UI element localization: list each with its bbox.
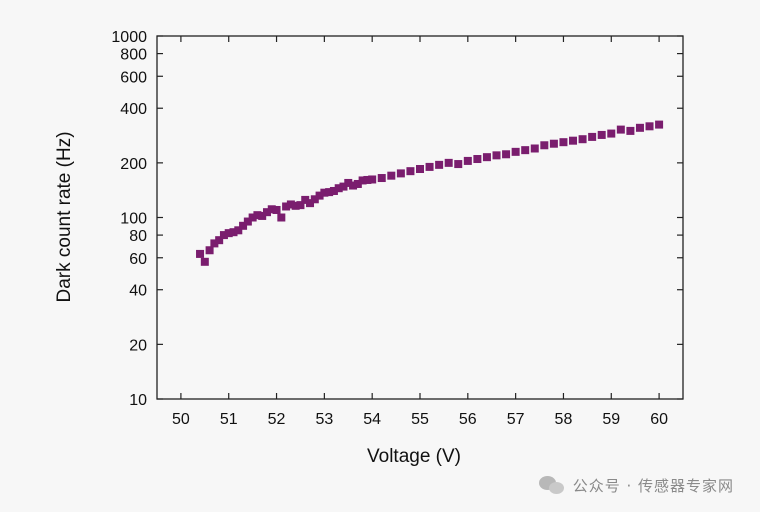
data-point <box>635 123 644 132</box>
data-point <box>607 129 616 138</box>
data-point <box>645 122 654 131</box>
y-tick-label: 800 <box>120 47 147 64</box>
x-tick-label: 58 <box>555 411 573 428</box>
x-tick-label: 54 <box>363 411 381 428</box>
data-point <box>349 181 358 190</box>
data-point <box>358 176 367 185</box>
data-point <box>406 167 415 176</box>
y-tick-label: 10 <box>129 392 147 409</box>
data-point <box>200 257 209 266</box>
wechat-logo-icon <box>538 475 565 496</box>
watermark: 公众号 · 传感器专家网 <box>538 475 734 496</box>
data-point <box>267 205 276 214</box>
data-point <box>219 231 228 240</box>
data-point <box>248 213 257 222</box>
x-tick-label: 57 <box>507 411 525 428</box>
data-point <box>253 211 262 220</box>
data-point <box>215 236 224 245</box>
x-tick-label: 50 <box>172 411 190 428</box>
y-axis-title: Dark count rate (Hz) <box>54 131 75 302</box>
data-point <box>569 136 578 145</box>
x-tick-label: 51 <box>220 411 238 428</box>
data-point <box>286 200 295 209</box>
data-point <box>315 191 324 200</box>
data-point <box>310 195 319 204</box>
data-point <box>243 217 252 226</box>
x-tick-label: 52 <box>268 411 286 428</box>
y-tick-label: 80 <box>129 228 147 245</box>
x-axis-title: Voltage (V) <box>367 446 461 467</box>
data-point <box>454 160 463 169</box>
data-point <box>492 151 501 160</box>
x-tick-label: 60 <box>650 411 668 428</box>
data-point <box>296 201 305 210</box>
data-point <box>196 249 205 258</box>
data-point <box>325 188 334 197</box>
data-point <box>597 130 606 139</box>
data-point <box>258 211 267 220</box>
x-axis: 50 51 52 53 54 55 56 57 58 59 60 <box>172 36 668 428</box>
x-tick-label: 56 <box>459 411 477 428</box>
data-point <box>540 141 549 150</box>
data-point <box>559 138 568 147</box>
data-point <box>435 160 444 169</box>
data-point <box>282 202 291 211</box>
data-point <box>416 165 424 174</box>
data-point <box>549 139 558 148</box>
data-point <box>588 132 597 141</box>
y-tick-label: 200 <box>120 156 147 173</box>
data-point <box>368 175 377 184</box>
data-point <box>306 199 315 208</box>
data-point <box>353 179 362 188</box>
data-point <box>291 201 300 210</box>
data-point <box>272 205 281 214</box>
data-point <box>234 226 243 235</box>
data-point <box>334 184 343 193</box>
data-point <box>205 246 214 255</box>
data-point <box>387 171 396 180</box>
data-point <box>239 221 248 230</box>
data-series <box>196 120 664 266</box>
data-point <box>329 186 338 195</box>
y-tick-label: 100 <box>120 211 147 228</box>
data-point <box>277 213 286 222</box>
data-point <box>301 195 310 204</box>
data-point <box>229 228 238 237</box>
data-point <box>344 178 353 187</box>
data-point <box>339 182 348 191</box>
y-tick-label: 40 <box>129 283 147 300</box>
data-point <box>521 146 530 155</box>
data-point <box>530 144 539 153</box>
data-point <box>578 135 587 144</box>
data-point <box>616 125 625 134</box>
data-point <box>363 175 372 184</box>
y-tick-label: 20 <box>129 337 147 354</box>
data-point <box>224 229 233 238</box>
data-point <box>463 156 472 165</box>
plot-frame <box>156 35 684 400</box>
y-tick-label: 60 <box>129 251 147 268</box>
data-point <box>377 174 386 183</box>
y-tick-label: 600 <box>120 69 147 86</box>
data-point <box>210 239 219 248</box>
y-tick-label: 400 <box>120 101 147 118</box>
data-point <box>473 155 482 164</box>
data-point <box>511 147 520 156</box>
data-point <box>502 150 511 159</box>
watermark-text: 公众号 · 传感器专家网 <box>572 477 734 495</box>
data-point <box>320 188 329 197</box>
x-tick-label: 59 <box>602 411 620 428</box>
data-point <box>425 162 434 171</box>
data-point <box>262 208 271 217</box>
data-point <box>626 126 635 135</box>
data-point <box>655 120 664 129</box>
data-point <box>482 153 491 162</box>
data-point <box>444 158 453 167</box>
y-tick-label: 1000 <box>111 29 147 46</box>
data-point <box>396 169 405 178</box>
x-tick-label: 55 <box>411 411 429 428</box>
x-tick-label: 53 <box>315 411 333 428</box>
